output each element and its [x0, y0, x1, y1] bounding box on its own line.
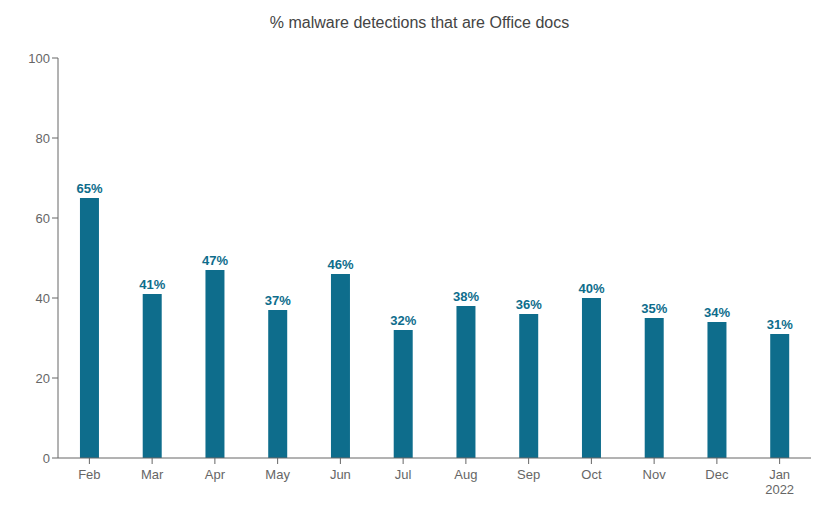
- svg-text:0: 0: [43, 451, 50, 466]
- svg-text:Mar: Mar: [141, 467, 164, 482]
- svg-text:60: 60: [36, 211, 50, 226]
- svg-text:Dec: Dec: [705, 467, 729, 482]
- svg-text:32%: 32%: [390, 313, 416, 328]
- html-text:% malware detections that are: % malware detections that are Office doc…: [269, 14, 570, 31]
- svg-text:Jul: Jul: [395, 467, 412, 482]
- svg-text:34%: 34%: [704, 305, 730, 320]
- svg-text:46%: 46%: [327, 257, 353, 272]
- svg-text:40%: 40%: [578, 281, 604, 296]
- svg-text:65%: 65%: [76, 181, 102, 196]
- svg-text:47%: 47%: [202, 253, 228, 268]
- svg-text:20: 20: [36, 371, 50, 386]
- svg-text:Nov: Nov: [643, 467, 667, 482]
- svg-text:Feb: Feb: [78, 467, 100, 482]
- svg-text:Aug: Aug: [454, 467, 477, 482]
- svg-text:41%: 41%: [139, 277, 165, 292]
- svg-text:Jan2022: Jan2022: [765, 467, 794, 497]
- svg-text:36%: 36%: [516, 297, 542, 312]
- svg-text:80: 80: [36, 131, 50, 146]
- svg-text:Jun: Jun: [330, 467, 351, 482]
- svg-text:37%: 37%: [265, 293, 291, 308]
- svg-text:Apr: Apr: [205, 467, 226, 482]
- svg-text:38%: 38%: [453, 289, 479, 304]
- svg-text:40: 40: [36, 291, 50, 306]
- svg-text:31%: 31%: [767, 317, 793, 332]
- svg-text:100: 100: [28, 51, 50, 66]
- svg-text:Sep: Sep: [517, 467, 540, 482]
- svg-text:35%: 35%: [641, 301, 667, 316]
- svg-text:Oct: Oct: [581, 467, 602, 482]
- svg-text:May: May: [265, 467, 290, 482]
